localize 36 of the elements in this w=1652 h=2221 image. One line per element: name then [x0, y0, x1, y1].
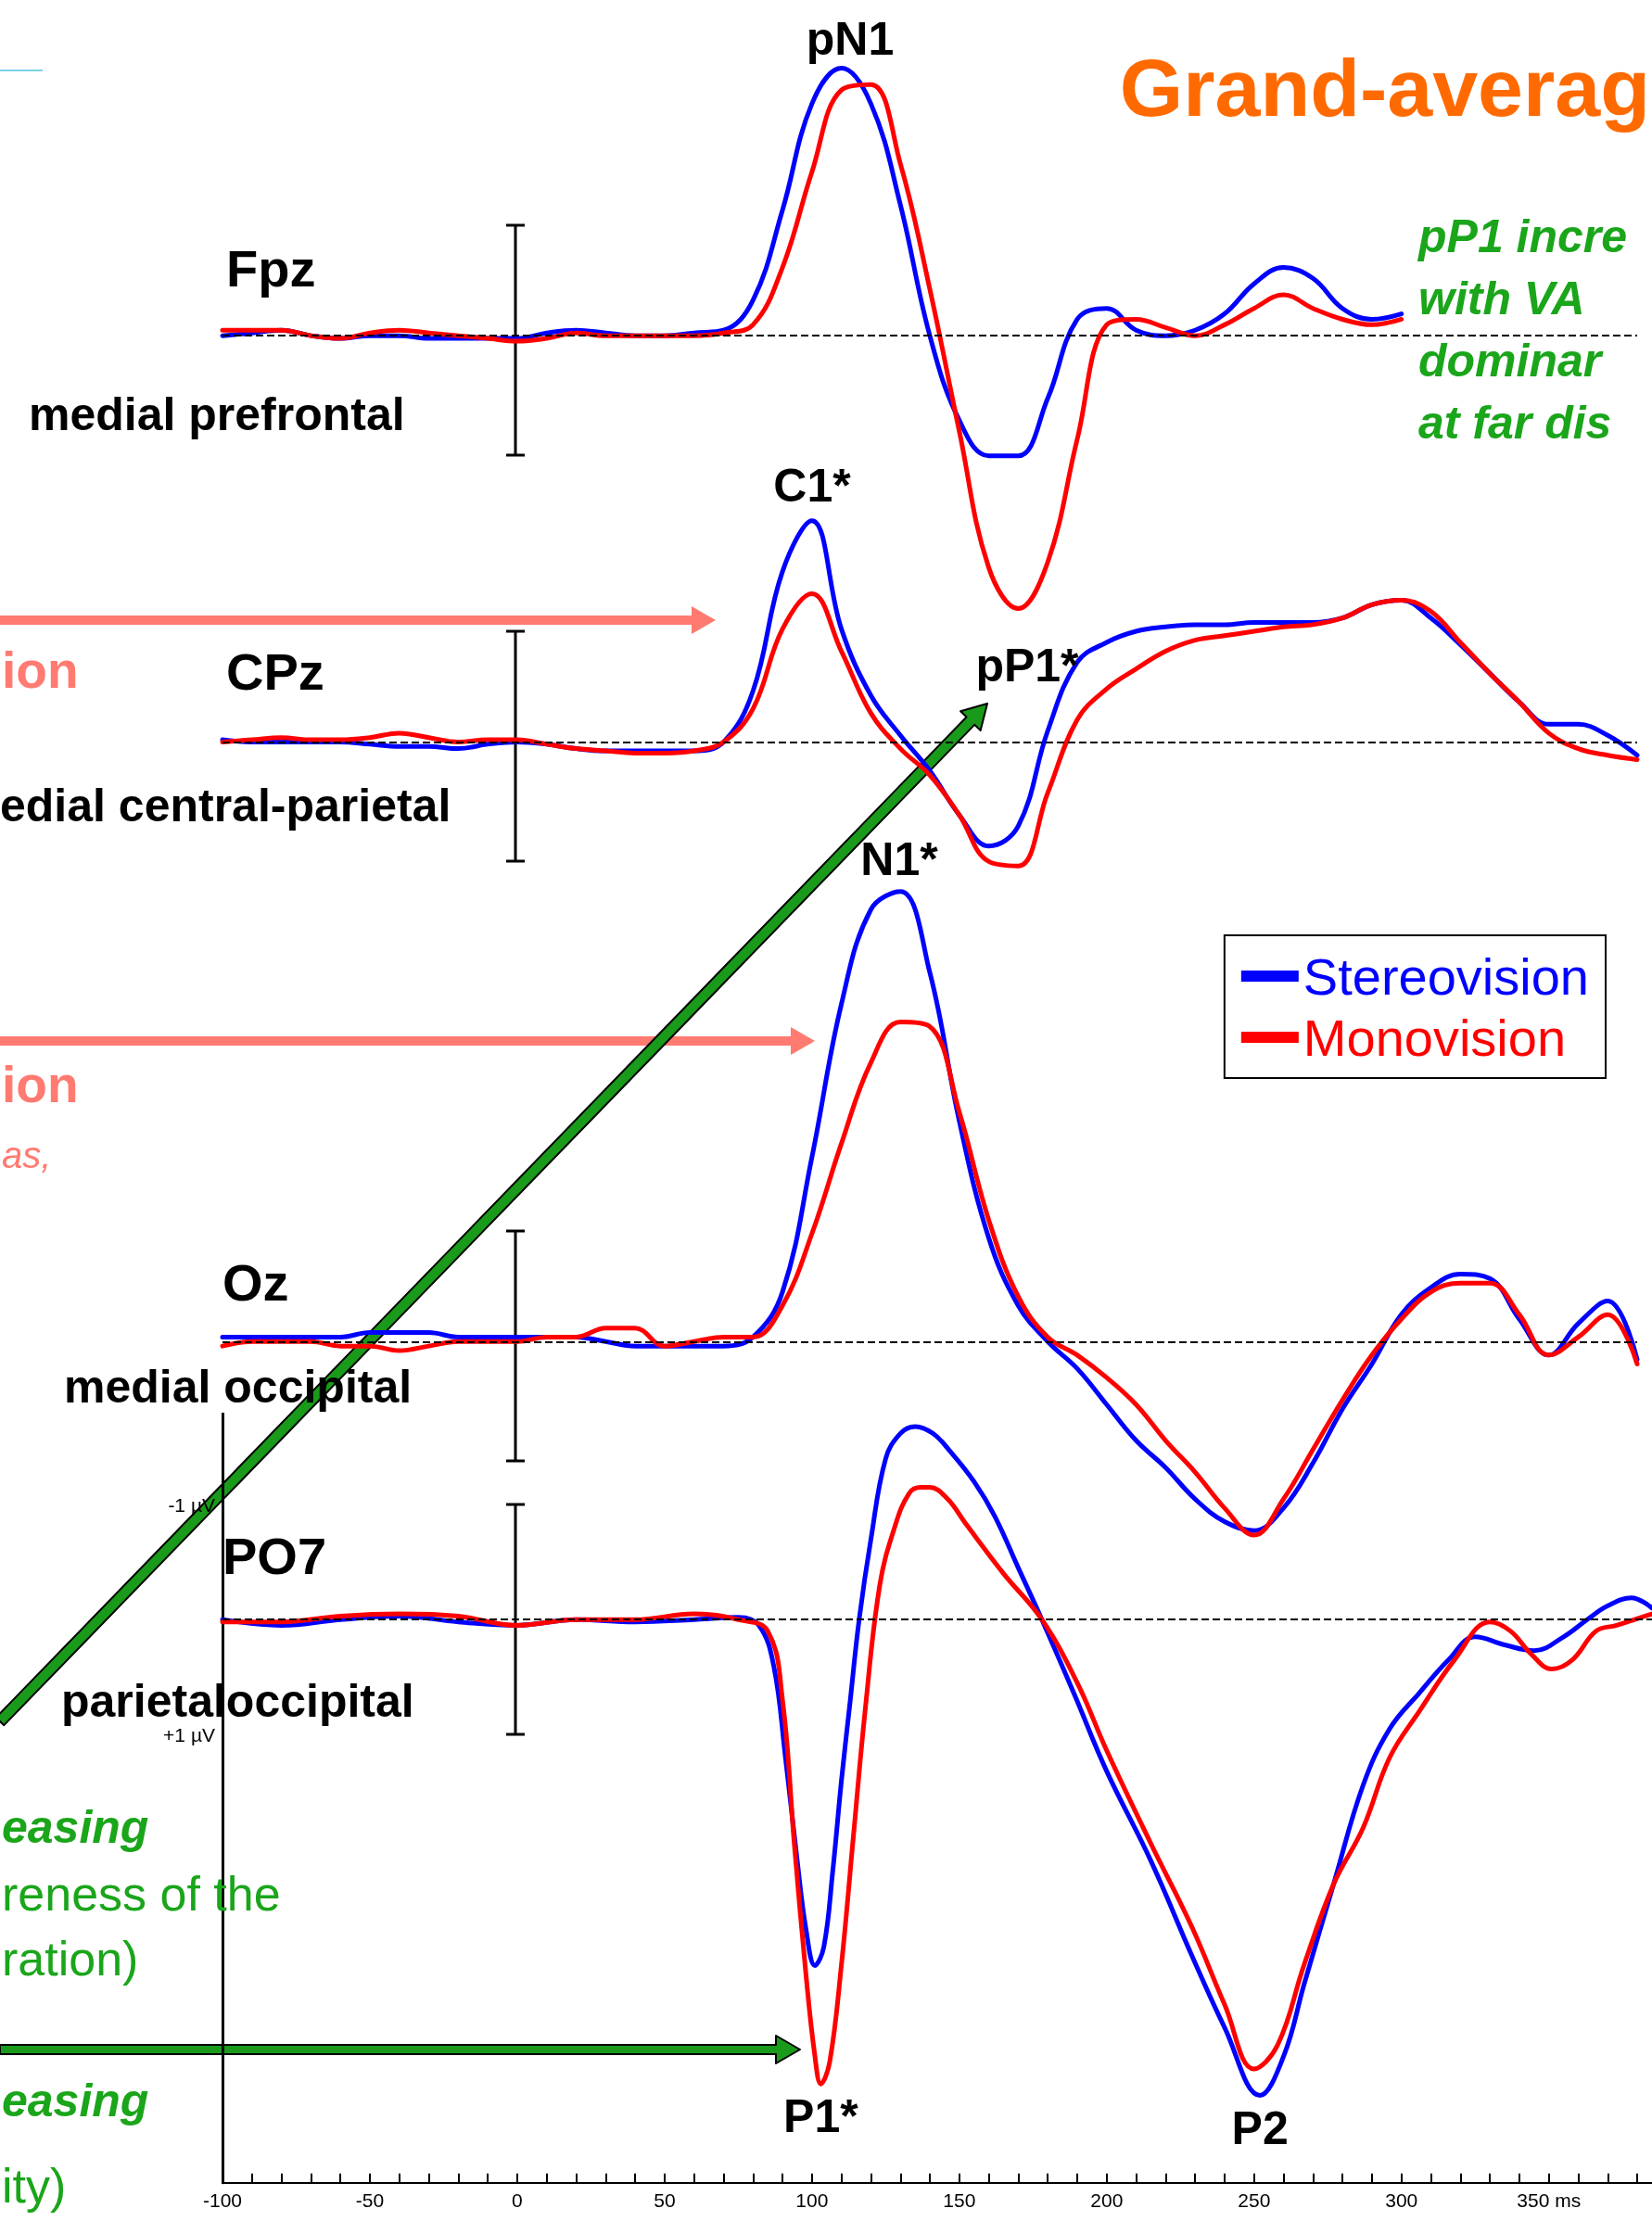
- legend-label: Monovision: [1303, 1008, 1567, 1066]
- text: Oz: [222, 1252, 289, 1312]
- text: as,: [2, 1134, 52, 1174]
- x-tick-label: 300: [1385, 2189, 1418, 2211]
- annotation: pP1 incre: [1417, 209, 1628, 262]
- annotation: at far dis: [1418, 396, 1612, 449]
- annotation: C1*: [773, 459, 852, 512]
- annotation: dominar: [1418, 334, 1604, 387]
- x-tick-label: 250: [1238, 2189, 1271, 2211]
- text: ration): [2, 1932, 139, 1986]
- text: easing: [2, 1801, 149, 1853]
- x-tick-label: 350 ms: [1517, 2189, 1582, 2211]
- annotation: N1*: [860, 832, 939, 884]
- x-tick-label: 0: [512, 2189, 523, 2211]
- x-tick-label: -100: [202, 2189, 243, 2211]
- text: pN1: [806, 12, 895, 65]
- x-tick-label: 50: [654, 2189, 676, 2211]
- text: Fpz: [226, 239, 316, 298]
- annotation: with VA: [1418, 272, 1585, 324]
- x-tick-label: 100: [795, 2189, 829, 2211]
- text: edial central-parietal: [0, 779, 451, 831]
- annotation: P2: [1231, 2101, 1289, 2154]
- x-tick-label: 200: [1090, 2189, 1124, 2211]
- text: ity): [2, 2159, 67, 2213]
- text: easing: [2, 2075, 149, 2126]
- annotation: P1*: [783, 2089, 859, 2142]
- text: CPz: [226, 642, 324, 702]
- text: ion: [2, 641, 79, 699]
- text: medial prefrontal: [29, 387, 405, 440]
- legend-label: Stereovision: [1303, 946, 1590, 1005]
- text: ion: [2, 1055, 79, 1112]
- x-tick-label: -50: [355, 2189, 385, 2211]
- text: PO7: [222, 1526, 327, 1585]
- y-tick-label: +1 µV: [163, 1723, 215, 1745]
- x-tick-label: 150: [943, 2189, 976, 2211]
- annotation: Grand-averag: [1119, 42, 1650, 134]
